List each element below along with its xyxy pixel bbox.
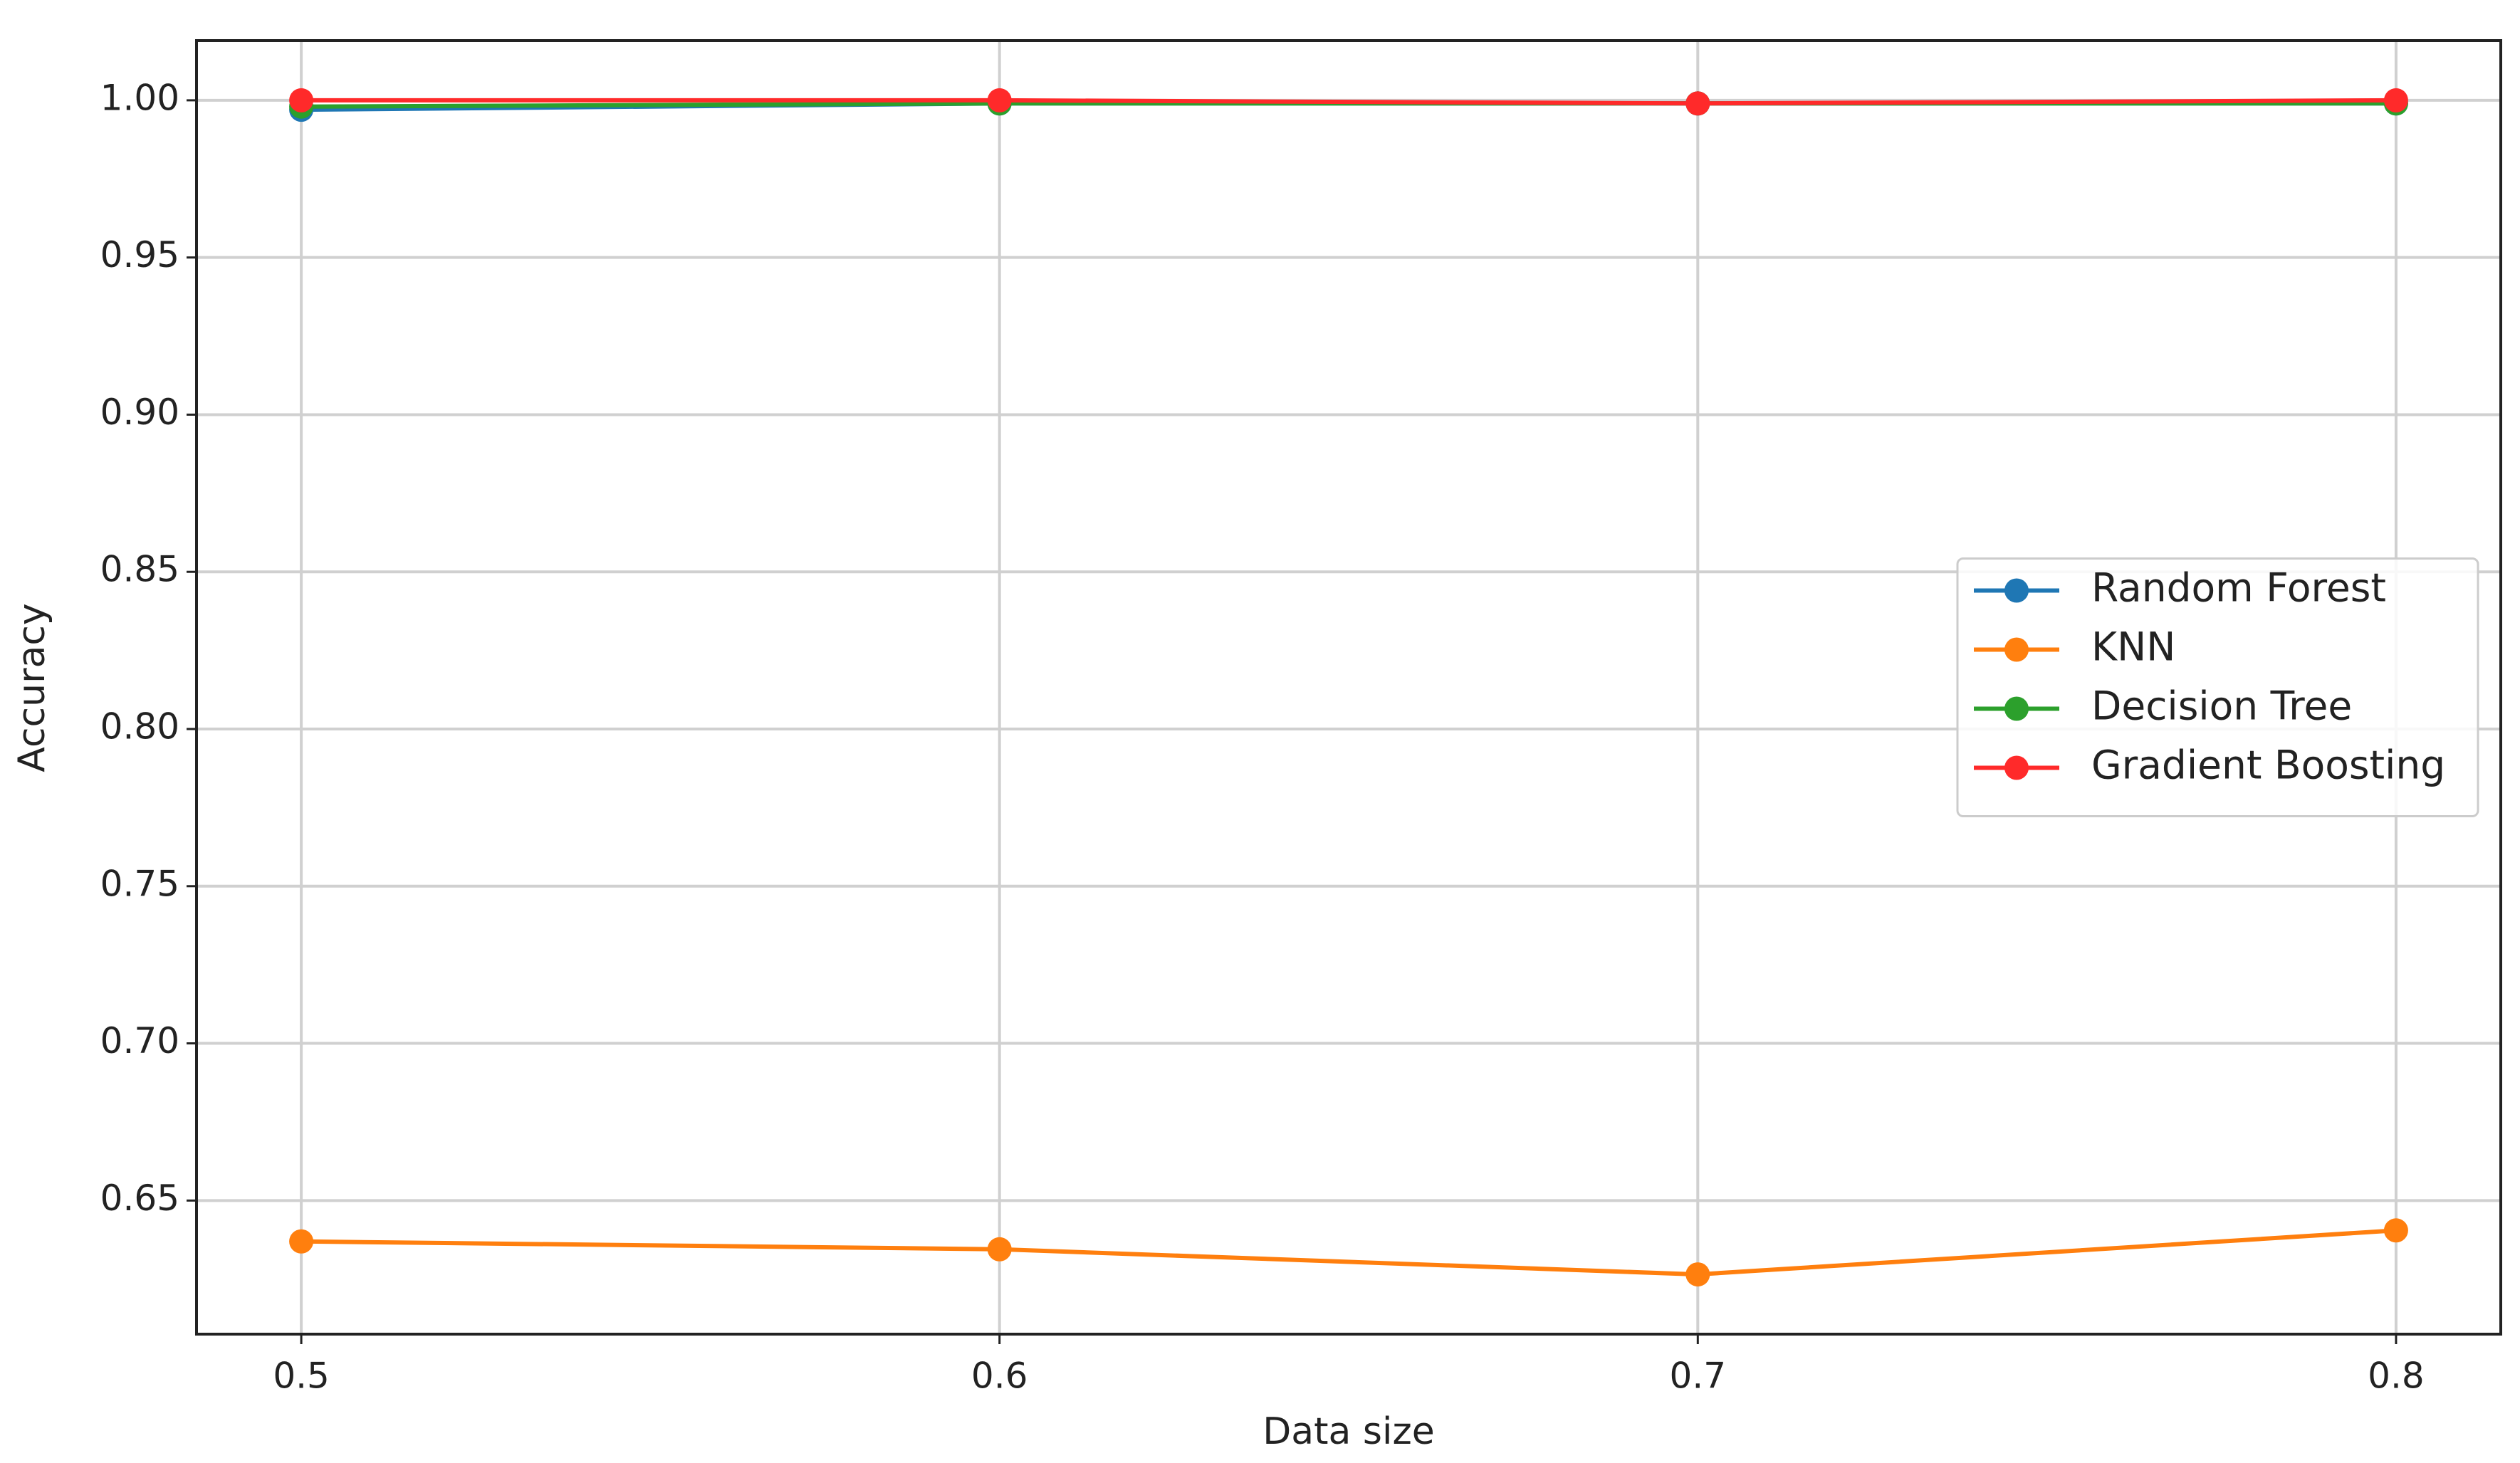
- legend-marker: [2004, 578, 2029, 603]
- x-tick-label: 0.6: [971, 1355, 1028, 1397]
- legend-label: Random Forest: [2091, 565, 2386, 611]
- y-tick-label: 0.70: [100, 1020, 179, 1061]
- point: [987, 88, 1012, 112]
- y-tick-label: 0.95: [100, 234, 179, 276]
- x-axis-label: Data size: [1262, 1410, 1435, 1453]
- point: [2383, 88, 2408, 112]
- point: [987, 1237, 1012, 1262]
- x-tick-label: 0.8: [2368, 1355, 2425, 1397]
- series-line: [301, 98, 2396, 106]
- y-tick-label: 0.80: [100, 706, 179, 748]
- series-line: [301, 1228, 2397, 1277]
- legend-box: [1956, 557, 2479, 817]
- x-tick-label: 0.5: [273, 1355, 330, 1397]
- point: [289, 1229, 314, 1254]
- legend-marker: [2004, 637, 2029, 662]
- legend-label: Decision Tree: [2091, 683, 2352, 729]
- point: [1685, 1262, 1710, 1287]
- plot-frame: [195, 39, 2502, 1336]
- y-tick-label: 0.85: [100, 549, 179, 590]
- legend-marker: [2004, 755, 2029, 780]
- point: [1685, 91, 1710, 116]
- y-axis-label: Accuracy: [11, 603, 53, 772]
- legend-marker: [2004, 696, 2029, 721]
- y-tick-label: 1.00: [100, 77, 179, 118]
- y-tick-label: 0.90: [100, 392, 179, 433]
- point: [2383, 1218, 2408, 1243]
- legend-label: KNN: [2091, 624, 2175, 670]
- point: [289, 88, 314, 112]
- legend-label: Gradient Boosting: [2091, 743, 2445, 788]
- y-tick-label: 0.75: [100, 863, 179, 904]
- x-tick-label: 0.7: [1670, 1355, 1727, 1397]
- legend: Random Forest KNN Decision Tree Gradient Bo…: [1956, 557, 2479, 817]
- y-tick-label: 0.65: [100, 1178, 179, 1219]
